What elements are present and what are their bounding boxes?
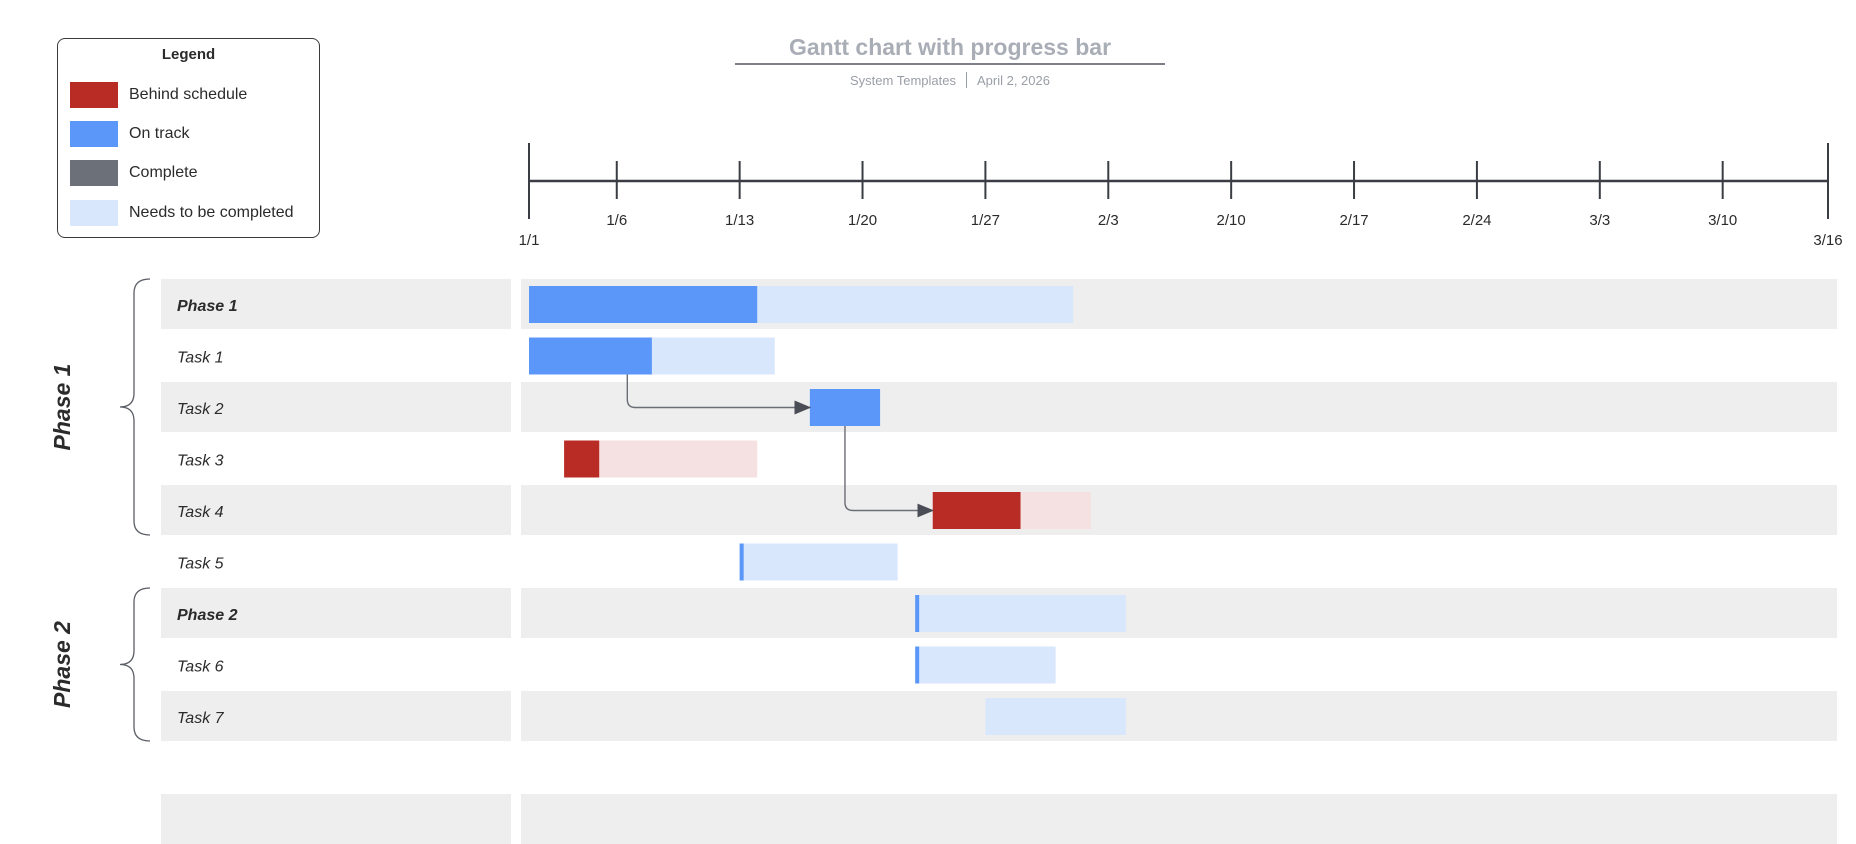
row-label-band (161, 691, 511, 741)
legend-label-complete: Complete (129, 164, 198, 181)
chart-title: Gantt chart with progress bar (788, 34, 1112, 60)
row-label-band (161, 279, 511, 329)
phase-label: Phase 2 (49, 621, 75, 708)
subtitle-date: April 2, 2026 (976, 73, 1050, 88)
axis-tick-label: 2/17 (1339, 212, 1368, 229)
dependency-connector (626, 374, 812, 415)
row-label: Task 2 (177, 401, 224, 418)
title-underline (735, 63, 1165, 65)
axis-tick-label: 1/13 (725, 212, 754, 229)
legend-swatch-needs-completion (70, 200, 118, 226)
axis-tick-label: 2/10 (1217, 212, 1246, 229)
legend-item-behind: Behind schedule (70, 82, 247, 108)
axis-tick-label: 2/24 (1462, 212, 1491, 229)
task-bar-progress (809, 389, 881, 426)
legend-swatch-behind (70, 82, 118, 108)
axis-tick-label: 1/6 (606, 212, 627, 229)
legend-label-behind: Behind schedule (129, 86, 248, 103)
row-label: Task 4 (177, 504, 224, 521)
phase-label: Phase 1 (49, 364, 75, 451)
legend: Legend Behind schedule On track Complete… (57, 38, 320, 238)
task-bar-progress (529, 286, 758, 323)
row-label-band (161, 794, 511, 844)
axis-tick-label: 1/1 (519, 232, 540, 249)
axis-tick-label: 3/3 (1589, 212, 1610, 229)
task-bar-progress (932, 492, 1021, 529)
row-label: Phase 1 (177, 298, 238, 315)
row-label-band (161, 485, 511, 535)
task-bar-progress (564, 440, 600, 478)
row-band (521, 794, 1837, 844)
axis-tick-label: 3/10 (1708, 212, 1737, 229)
task-bar-progress (739, 543, 744, 581)
row-band (521, 485, 1837, 535)
row-label: Task 3 (177, 453, 224, 470)
row-label-band (161, 588, 511, 638)
axis-tick-label: 2/3 (1098, 212, 1119, 229)
row-label: Phase 2 (177, 607, 238, 624)
legend-label-needs-completion: Needs to be completed (129, 204, 294, 221)
row-label: Task 1 (177, 350, 224, 367)
row-band (521, 588, 1837, 638)
row-label-band (161, 382, 511, 432)
task-bar-remaining (915, 646, 1056, 684)
row-label: Task 5 (177, 556, 224, 573)
legend-item-needs-completion: Needs to be completed (70, 200, 294, 226)
legend-item-complete: Complete (70, 160, 197, 186)
axis-tick-label: 3/16 (1813, 232, 1842, 249)
row-label: Task 7 (177, 710, 225, 727)
phase-brace (119, 278, 151, 536)
row-band (521, 691, 1837, 741)
row-label: Task 6 (177, 659, 224, 676)
axis-tick-label: 1/20 (848, 212, 877, 229)
legend-title: Legend (161, 46, 216, 63)
task-bar-progress (529, 337, 652, 375)
dependency-connector (844, 426, 935, 518)
task-bar-progress (915, 646, 920, 684)
axis-tick-label: 1/27 (971, 212, 1000, 229)
task-bar-remaining (985, 698, 1126, 735)
task-bar-remaining (739, 543, 898, 581)
task-bar-progress (915, 595, 920, 632)
legend-swatch-on-track (70, 121, 118, 147)
task-bar-remaining (915, 595, 1126, 632)
legend-item-on-track: On track (70, 121, 189, 147)
chart-subtitle: System Templates April 2, 2026 (735, 72, 1165, 88)
phase-brace (119, 587, 151, 742)
legend-swatch-complete (70, 160, 118, 186)
subtitle-source: System Templates (850, 73, 956, 88)
legend-label-on-track: On track (129, 125, 190, 142)
subtitle-separator (965, 72, 967, 88)
